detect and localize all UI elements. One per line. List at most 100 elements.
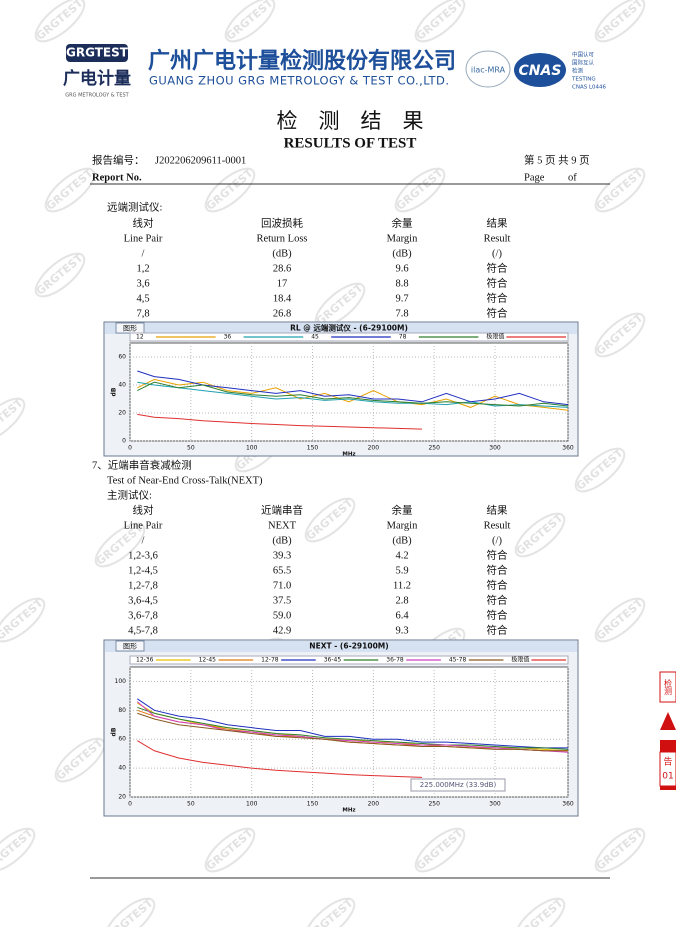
table-header: /	[142, 248, 145, 259]
page-en: Page	[524, 172, 545, 183]
legend-label: 12	[136, 334, 144, 341]
cnas-line: TESTING	[571, 77, 596, 83]
watermark-ring	[204, 827, 256, 873]
y-tick-label: 60	[118, 736, 126, 743]
table-header: Line Pair	[124, 520, 163, 531]
table-cell: 59.0	[273, 610, 291, 621]
table-cell: 7,8	[136, 308, 149, 319]
table-header: 余量	[392, 503, 413, 516]
x-tick-label: 250	[428, 445, 440, 452]
legend-label: 45	[311, 334, 319, 341]
table-cell: 符合	[487, 578, 508, 591]
watermark-ring	[594, 597, 646, 643]
table-header: Margin	[387, 520, 418, 531]
table-cell: 2.8	[395, 595, 408, 606]
table-header: Result	[484, 233, 511, 244]
series-line	[137, 740, 423, 778]
table-header: Result	[484, 520, 511, 531]
table-header: (/)	[492, 535, 502, 546]
table-cell: 71.0	[273, 580, 291, 591]
company-en: GUANG ZHOU GRG METROLOGY & TEST CO.,LTD.	[149, 74, 449, 88]
chart-title: NEXT - (6-29100M)	[309, 642, 388, 651]
side-tab-text: 检测	[664, 678, 673, 696]
watermark-ring	[414, 827, 466, 873]
watermark-ring	[94, 522, 146, 568]
legend-label: 36-78	[386, 657, 404, 664]
x-axis-label: MHz	[342, 808, 355, 814]
watermark-ring	[224, 0, 276, 43]
table-cell: 3,6-7,8	[128, 610, 158, 621]
side-tab	[659, 671, 676, 703]
logo-box	[66, 44, 128, 62]
table-cell: 1,2-3,6	[128, 550, 158, 561]
legend-label: 12-36	[136, 657, 154, 664]
chart-titlebar	[105, 641, 577, 652]
section-heading-en: Test of Near-End Cross-Talk(NEXT)	[107, 475, 263, 486]
section-subheading: 主测试仪:	[107, 488, 152, 501]
y-tick-label: 40	[118, 765, 126, 772]
legend-label: 36-45	[324, 657, 342, 664]
x-tick-label: 50	[187, 801, 195, 808]
table-header: Margin	[387, 233, 418, 244]
watermark-ring	[0, 597, 46, 643]
legend-label: 78	[399, 334, 407, 341]
table-cell: 37.5	[273, 595, 291, 606]
watermark-ring	[104, 897, 156, 927]
table-cell: 9.7	[395, 293, 408, 304]
watermark-ring	[44, 167, 96, 213]
y-tick-label: 20	[118, 410, 126, 417]
legend-label: 12-45	[199, 657, 217, 664]
series-line	[137, 712, 568, 752]
table-header: (dB)	[272, 535, 292, 546]
x-tick-label: 200	[368, 445, 380, 452]
x-tick-label: 0	[128, 445, 132, 452]
side-tab-text: 01	[662, 772, 673, 782]
series-line	[137, 378, 569, 411]
table-cell: 符合	[487, 291, 508, 304]
section-heading: 7、近端串音衰减检测	[92, 458, 192, 471]
watermark-ring	[0, 827, 36, 873]
x-tick-label: 100	[246, 445, 258, 452]
menu-label[interactable]: 图形	[123, 643, 137, 651]
cnas-line: 检测	[572, 67, 584, 75]
x-axis-label: MHz	[342, 452, 355, 458]
table-cell: 17	[277, 278, 288, 289]
watermark-ring	[594, 312, 646, 358]
y-tick-label: 0	[122, 438, 126, 445]
table-cell: 65.5	[273, 565, 291, 576]
x-tick-label: 300	[489, 801, 501, 808]
watermark-ring	[594, 827, 646, 873]
table-header: 线对	[133, 503, 154, 516]
table-cell: 1,2-7,8	[128, 580, 158, 591]
report-no: J202206209611-0001	[155, 155, 246, 166]
table-header: NEXT	[268, 520, 297, 531]
series-line	[137, 698, 568, 749]
x-tick-label: 200	[368, 801, 380, 808]
table-cell: 符合	[487, 276, 508, 289]
table-cell: 3,6-4,5	[128, 595, 158, 606]
y-tick-label: 20	[118, 794, 126, 801]
table-header: 余量	[392, 216, 413, 229]
cnas-line: 国际互认	[572, 59, 595, 67]
series-line	[137, 381, 569, 407]
watermark-ring	[594, 167, 646, 213]
table-header: 近端串音	[261, 503, 303, 516]
menu-label[interactable]: 图形	[123, 325, 137, 333]
cnas-line: CNAS L0446	[572, 85, 607, 91]
table-cell: 符合	[487, 306, 508, 319]
x-tick-label: 250	[428, 801, 440, 808]
report-no-label: 报告编号：	[92, 153, 145, 166]
cnas-text: CNAS	[519, 63, 562, 79]
table-cell: 符合	[487, 261, 508, 274]
logo-mark: GRGTEST	[66, 46, 129, 60]
side-tab-text: 告	[663, 756, 672, 768]
x-tick-label: 360	[562, 445, 574, 452]
x-tick-label: 0	[128, 801, 132, 808]
menu-button[interactable]	[115, 640, 145, 652]
watermark-ring	[34, 252, 86, 298]
table-header: 回波损耗	[261, 216, 303, 229]
table-cell: 39.3	[273, 550, 291, 561]
table-cell: 3,6	[136, 278, 149, 289]
watermark-ring	[0, 397, 26, 443]
